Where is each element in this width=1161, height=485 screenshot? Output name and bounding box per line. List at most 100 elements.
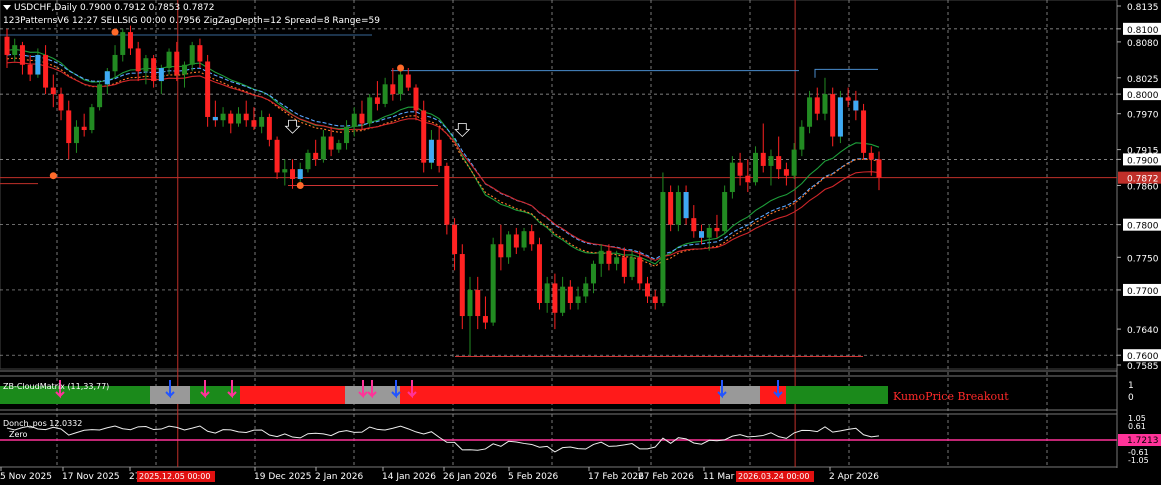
candle-body [629, 257, 635, 277]
y-tick-label: 0.8100 [1127, 26, 1159, 36]
x-tick-label: 27 Feb 2026 [638, 472, 694, 482]
symbol-line: USDCHF,Daily 0.7900 0.7912 0.7853 0.7872 [14, 3, 215, 13]
candle-body [729, 162, 735, 193]
candle-body [220, 113, 226, 121]
cloud-arrow-icon [367, 380, 377, 399]
cloud-segment [240, 386, 345, 404]
moving-averages [6, 48, 880, 267]
candle-body [405, 74, 411, 88]
candle-body [73, 126, 79, 144]
candle-body [521, 231, 527, 248]
candle-body [745, 175, 751, 183]
candle-body [830, 94, 836, 137]
y-label-box [1123, 283, 1161, 296]
y-tick-label: 0.7750 [1127, 254, 1159, 264]
indicator-header: 123PatternsV6 12:27 SELLSIG 00:00 0.7956… [3, 16, 380, 26]
candle-body [127, 32, 133, 49]
candle-body [637, 257, 643, 284]
candle-body [660, 192, 666, 303]
candle-body [120, 32, 126, 55]
candle-body [868, 152, 874, 160]
resistance-line-2 [814, 68, 878, 78]
y-label-box [1123, 22, 1161, 35]
candle-body [205, 61, 211, 117]
cloud-segment [0, 386, 150, 404]
candle-body [436, 139, 442, 166]
candle-body [81, 126, 87, 131]
candle-body-signal [428, 139, 434, 163]
candle-body [529, 231, 535, 245]
candle-body [66, 110, 72, 144]
candle-body [691, 218, 697, 232]
y-tick-label: 0.8080 [1127, 39, 1159, 49]
candle-body [668, 192, 674, 225]
cloud-arrow-icon [391, 380, 401, 399]
candle-body [50, 87, 56, 95]
candle-body [174, 51, 180, 75]
osc-scale: -1.05 [1128, 456, 1149, 465]
candle-body-signal [212, 116, 218, 121]
y-tick-label: 0.7900 [1127, 156, 1159, 166]
cloud-segment [760, 386, 786, 404]
crosshair-time-box [137, 471, 215, 482]
y-tick-label: 0.7915 [1127, 147, 1159, 157]
donchian-title: Donch_pos 12.0332 [3, 419, 83, 428]
candle-body [320, 136, 326, 160]
candle-body [652, 296, 658, 303]
candle-body [814, 97, 820, 114]
candle-body [737, 162, 743, 176]
candle-body [112, 54, 118, 72]
zigzag-point [49, 172, 57, 180]
candle-body [359, 113, 365, 124]
candle-body [344, 126, 350, 144]
candle-body [197, 45, 203, 62]
price-axis: 0.8135 0.8100 0.8080 0.8025 0.8000 0.7970 0.79… [1117, 3, 1161, 372]
candle-body-signal [699, 231, 705, 238]
candle-body [19, 45, 25, 65]
candle-body [282, 169, 288, 173]
candle-body [143, 58, 149, 72]
osc-scale: 1.05 [1128, 414, 1146, 423]
cloudmatrix-subwindow: 10 [0, 380, 1134, 404]
zigzag-point [397, 64, 405, 72]
candle-body [845, 97, 851, 101]
y-label-box [1123, 88, 1161, 101]
candle-body [498, 244, 504, 258]
candle-body [722, 192, 728, 232]
candle-body [552, 283, 558, 313]
candle-body-signal [853, 100, 859, 111]
candle-body [583, 283, 589, 297]
candle-body [560, 286, 566, 313]
cloud-arrow-icon [200, 380, 210, 399]
candle-body [614, 257, 620, 264]
grid [0, 0, 1118, 468]
y-tick-label: 0.7860 [1127, 183, 1159, 193]
candle-body [467, 289, 473, 317]
candle-body-signal [35, 54, 41, 75]
osc-scale: -0.61 [1128, 448, 1149, 457]
candle-body [776, 156, 782, 170]
y-tick-label: 0.8025 [1127, 75, 1159, 85]
candle-body [575, 296, 581, 303]
zigzag-point [111, 28, 119, 36]
candle-body [12, 45, 18, 55]
price-levels [0, 34, 1117, 358]
candle-body [58, 94, 64, 111]
candle-body [259, 116, 265, 127]
candles [4, 25, 882, 356]
cloud-segment [400, 386, 720, 404]
collapse-triangle-icon[interactable] [3, 5, 11, 10]
candle-body [4, 36, 10, 55]
candle-body [753, 152, 759, 183]
candle-body [328, 136, 334, 150]
candle-body [791, 149, 797, 176]
candle-body [336, 143, 342, 150]
candle-body [390, 84, 396, 95]
x-tick-label: 5 Feb 2026 [508, 472, 559, 482]
crosshair-time-box [736, 471, 814, 482]
candle-body [266, 116, 272, 140]
candle-body [413, 87, 419, 111]
candle-body [760, 152, 766, 166]
x-tick-label: 17 Feb 2026 [588, 472, 644, 482]
